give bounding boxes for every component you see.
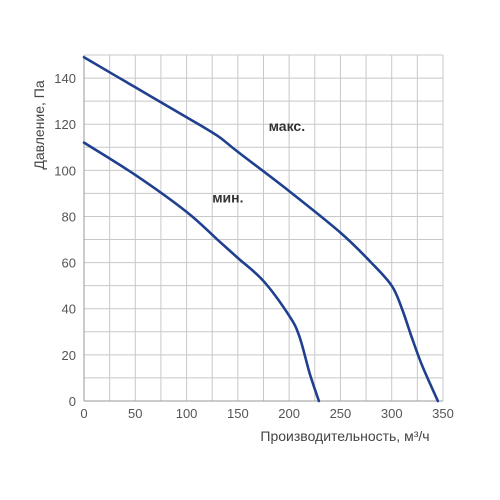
y-tick-label: 120 bbox=[54, 117, 76, 132]
x-tick-label: 350 bbox=[432, 406, 454, 421]
y-tick-label: 60 bbox=[62, 256, 76, 271]
x-tick-label: 250 bbox=[330, 406, 352, 421]
y-tick-label: 140 bbox=[54, 71, 76, 86]
x-tick-label: 0 bbox=[80, 406, 87, 421]
series-line-min bbox=[82, 141, 321, 403]
x-axis-title: Производительность, м³/ч bbox=[260, 428, 429, 444]
x-tick-label: 100 bbox=[176, 406, 198, 421]
y-tick-label: 40 bbox=[62, 302, 76, 317]
y-tick-label: 20 bbox=[62, 348, 76, 363]
x-tick-label: 150 bbox=[227, 406, 249, 421]
series-label-max: макс. bbox=[269, 118, 305, 134]
y-tick-label: 0 bbox=[69, 394, 76, 409]
series-label-min: мин. bbox=[212, 190, 243, 206]
y-tick-labels: 0 20 40 60 80 100 120 140 bbox=[54, 71, 76, 409]
x-tick-label: 50 bbox=[128, 406, 142, 421]
series-labels: макс. мин. bbox=[212, 118, 305, 206]
x-tick-label: 200 bbox=[278, 406, 300, 421]
x-tick-label: 300 bbox=[381, 406, 403, 421]
series-line-max bbox=[82, 56, 440, 403]
x-tick-labels: 0 50 100 150 200 250 300 350 bbox=[80, 406, 453, 421]
axes bbox=[83, 55, 443, 402]
y-axis-title: Давление, Па bbox=[31, 80, 47, 170]
grid bbox=[83, 54, 444, 402]
series-lines bbox=[82, 56, 440, 403]
y-tick-label: 100 bbox=[54, 163, 76, 178]
y-tick-label: 80 bbox=[62, 209, 76, 224]
